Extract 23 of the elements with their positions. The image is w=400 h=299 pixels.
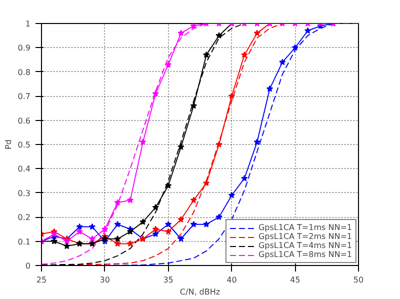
y-tick-label: 0.4 [18, 164, 31, 174]
y-tick-label: 0.2 [18, 213, 31, 222]
x-tick-label: 50 [353, 276, 364, 284]
legend-label: GpsL1CA T=4ms NN=1 [258, 241, 352, 250]
x-tick-label: 40 [226, 276, 237, 284]
y-tick-label: 1 [25, 20, 31, 28]
legend-label: GpsL1CA T=1ms NN=1 [258, 223, 352, 232]
y-tick-label: 0.1 [18, 237, 31, 246]
x-tick-label: 45 [290, 276, 300, 284]
y-tick-label: 0.6 [18, 116, 31, 126]
y-tick-label: 0.5 [18, 140, 31, 150]
y-tick-label: 0.7 [18, 92, 31, 102]
y-tick-label: 0 [25, 262, 31, 270]
x-axis-title: C/N, dBHz [180, 288, 220, 296]
legend-label: GpsL1CA T=8ms NN=1 [258, 250, 352, 259]
y-axis-title: Pd [4, 140, 13, 150]
x-tick-label: 25 [36, 276, 47, 284]
x-tick-label: 30 [100, 276, 110, 284]
y-tick-label: 0.9 [18, 44, 31, 53]
legend-label: GpsL1CA T=2ms NN=1 [258, 232, 352, 241]
x-tick-label: 35 [163, 276, 174, 284]
y-tick-label: 0.3 [18, 188, 31, 198]
y-tick-label: 0.8 [18, 68, 31, 77]
